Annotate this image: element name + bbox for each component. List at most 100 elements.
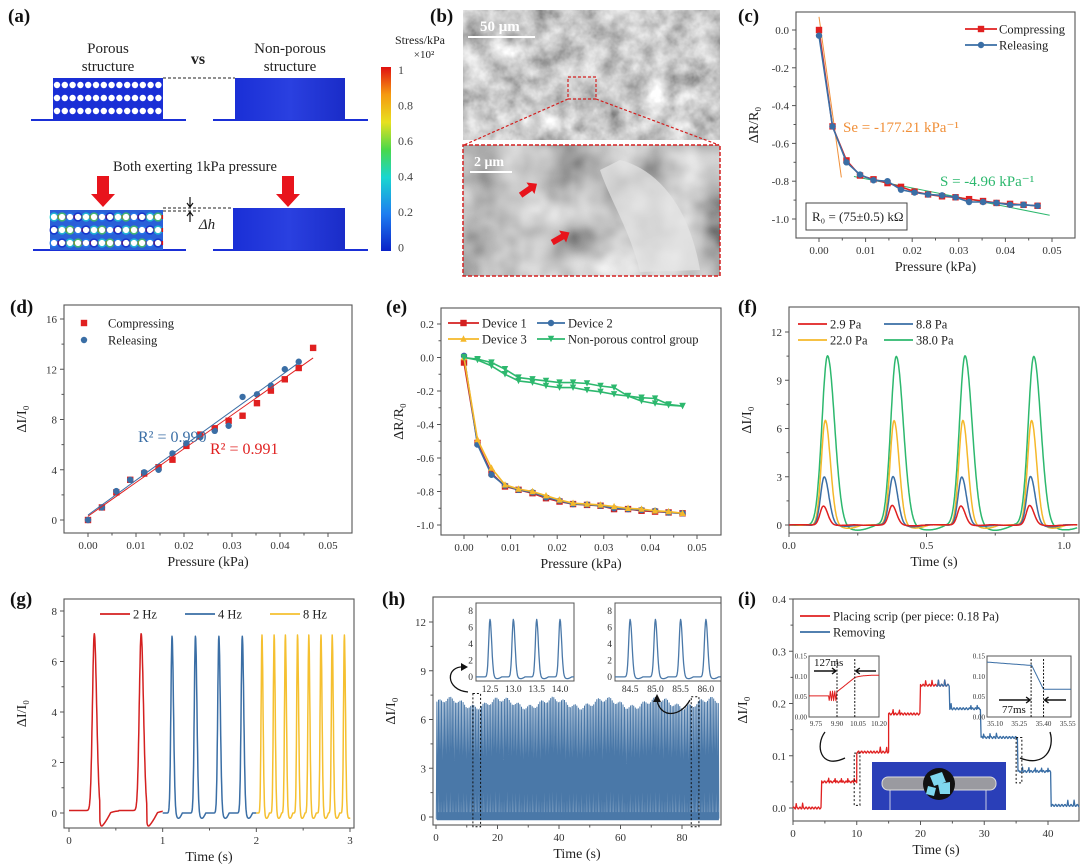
pore: [90, 239, 98, 247]
inset-y-tick-label: 4: [607, 640, 612, 650]
response-arrows-icon: [814, 667, 876, 675]
x-tick-label: 0.04: [641, 542, 661, 554]
pore: [66, 226, 74, 234]
pore: [130, 226, 138, 234]
inset-y-tick-label: 0: [607, 673, 612, 683]
vs-label: vs: [191, 51, 205, 68]
device-photo: [872, 762, 1006, 810]
data-point-square: [239, 412, 246, 419]
data-point-triangle-down: [501, 371, 509, 378]
pore: [124, 94, 131, 102]
data-point-triangle-down: [638, 394, 645, 401]
legend-label: Device 3: [482, 333, 527, 347]
inset-x-tick-label: 13.5: [528, 685, 545, 695]
pore: [66, 239, 74, 247]
y-tick-label: 6: [421, 715, 427, 727]
inset-y-tick-label: 4: [468, 640, 473, 650]
legend-item: 22.0 Pa: [798, 334, 868, 348]
legend-label: 22.0 Pa: [830, 334, 868, 348]
legend-label: Placing scrip (per piece: 0.18 Pa): [833, 610, 999, 624]
x-tick-label: 0.01: [126, 540, 145, 552]
data-point-triangle-down: [474, 356, 481, 364]
series-line: [788, 355, 1078, 531]
legend-item: Device 3: [448, 333, 527, 347]
x-tick-label: 0.05: [687, 542, 707, 554]
pore: [100, 94, 108, 102]
inset-y-tick-label: 2: [607, 656, 612, 666]
pore: [138, 213, 146, 221]
data-point-triangle-up: [542, 491, 550, 499]
x-tick-label: 0.00: [78, 540, 98, 552]
data-point-triangle-down: [651, 400, 659, 407]
x-axis-label: Pressure (kPa): [540, 557, 622, 572]
pore: [154, 213, 162, 221]
panel-c: 0.00 0.01 0.02 0.03 0.04 0.05 0.0 -0.2 -0.4 -0.6 -…: [738, 6, 1076, 275]
y-tick-label: 2: [52, 758, 58, 770]
inset-x-tick-label: 10.20: [871, 720, 887, 728]
curved-arrow-icon: [1019, 731, 1052, 762]
data-point-triangle-down: [542, 377, 550, 385]
plot-area: [815, 16, 1050, 216]
pore: [122, 213, 130, 221]
pore: [108, 107, 115, 115]
data-point-circle: [1034, 202, 1041, 209]
x-tick-label: 0: [66, 835, 72, 847]
x-axis-label: Time (s): [912, 843, 960, 858]
zoom-region-box: [853, 752, 861, 806]
lead-wires: [889, 790, 987, 810]
y-tick-label: -0.8: [417, 487, 435, 499]
data-point-circle: [856, 171, 864, 178]
pore: [92, 94, 100, 102]
panel-f: 0.0 0.5 1.0 0 3 6 9 12 Time (s) ΔI/I₀ (f) 2.9 Pa 8.8…: [738, 297, 1080, 570]
inset-y-tick-label: 0.05: [795, 693, 808, 701]
data-point-square: [460, 319, 467, 327]
y-tick-label: -1.0: [417, 520, 435, 532]
plot-area: [435, 696, 720, 821]
annotation-box: [805, 202, 908, 231]
y-axis-label: ΔI/I₀: [740, 406, 755, 433]
data-point-square: [80, 319, 88, 327]
plot-frame: [788, 306, 1080, 534]
data-point-square: [309, 344, 317, 352]
legend-item: Non-porous control group: [537, 333, 699, 347]
x-tick-label: 60: [615, 832, 627, 844]
y-tick-label: -0.4: [417, 420, 435, 432]
sem-image-overview: [463, 10, 720, 140]
pore: [130, 213, 138, 221]
data-point-circle: [843, 159, 850, 166]
nonporous-block-stressed: [233, 208, 345, 250]
response-time-label: 77ms: [1002, 704, 1026, 716]
data-point-triangle-down: [665, 402, 672, 409]
panel-label: (b): [430, 6, 453, 27]
pore: [155, 107, 162, 115]
legend-item: Releasing: [80, 334, 158, 348]
data-point-triangle-down: [488, 359, 495, 366]
pore: [116, 107, 123, 115]
x-tick-label: 0.02: [174, 540, 193, 552]
pore: [146, 213, 154, 221]
data-point-triangle-down: [679, 402, 686, 410]
pore: [98, 213, 106, 221]
stress-colorbar: [381, 67, 391, 251]
x-tick-label: 20: [915, 828, 927, 840]
legend-item: Compressing: [965, 23, 1066, 37]
data-point-circle: [897, 186, 905, 193]
legend-label: 2.9 Pa: [830, 318, 862, 332]
x-tick-label: 80: [677, 832, 689, 844]
y-tick-label: 6: [52, 657, 58, 669]
inset-y-tick-label: 0.15: [973, 653, 986, 661]
nonporous-title: structure: [264, 59, 317, 75]
y-tick-label: -0.2: [772, 63, 789, 75]
x-tick-label: 0.5: [920, 540, 934, 552]
data-point-triangle-up: [624, 504, 632, 511]
legend-label: Compressing: [108, 317, 175, 331]
inset-series-line: [987, 661, 1071, 690]
fit-line: [87, 357, 314, 517]
data-point-circle: [281, 366, 288, 373]
data-point-triangle-down: [597, 382, 604, 390]
y-axis-label: ΔR/R₀: [747, 107, 762, 144]
fit-annotation: Se = -177.21 kPa⁻¹: [843, 120, 959, 136]
data-point-circle: [488, 471, 495, 478]
scale-bar-label: 50 μm: [480, 19, 520, 35]
